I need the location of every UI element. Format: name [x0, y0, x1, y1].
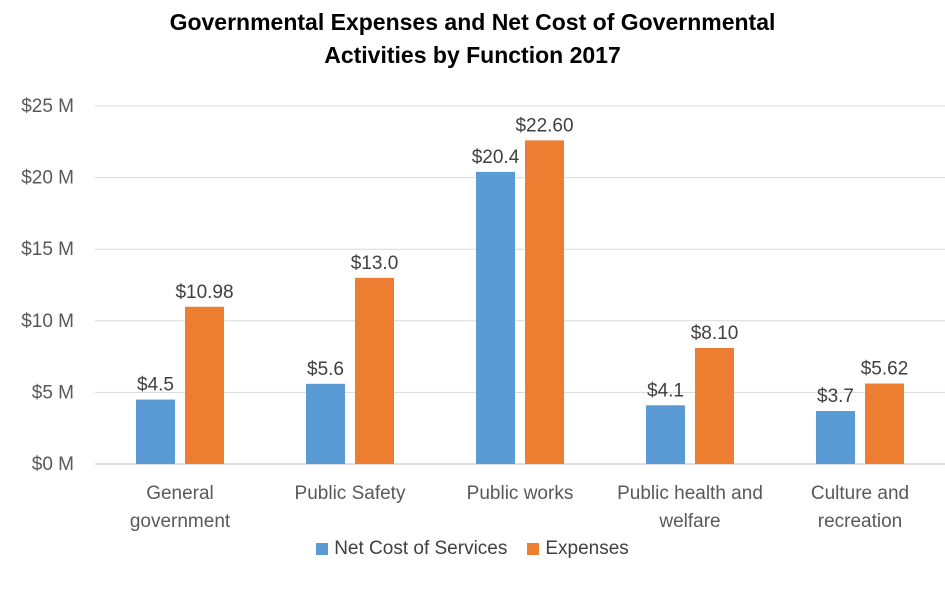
- legend-label-expenses: Expenses: [545, 538, 629, 559]
- bar-net-cost: [476, 171, 515, 464]
- bar-net-cost: [816, 411, 855, 464]
- bar-expenses: [695, 348, 734, 464]
- bar-net-cost: [306, 383, 345, 464]
- data-label: $3.7: [817, 386, 854, 407]
- bars: [136, 140, 904, 465]
- y-tick-label: $15 M: [21, 239, 74, 260]
- data-label: $13.0: [351, 253, 399, 274]
- data-label: $4.1: [647, 380, 684, 401]
- data-label: $5.6: [307, 359, 344, 380]
- bar-expenses: [525, 140, 564, 465]
- bar-net-cost: [646, 405, 685, 464]
- data-label: $5.62: [861, 359, 909, 380]
- bar-net-cost: [136, 399, 175, 464]
- y-tick-label: $5 M: [32, 382, 74, 403]
- bar-expenses: [865, 383, 904, 464]
- legend-item-expenses: Expenses: [527, 538, 629, 560]
- y-axis: $0 M $5 M $10 M $15 M $20 M $25 M: [21, 96, 74, 475]
- y-tick-label: $10 M: [21, 311, 74, 332]
- data-labels: $4.5 $10.98 $5.6 $13.0 $20.4 $22.60 $4.1 $8.10 $…: [137, 115, 908, 407]
- legend: Net Cost of Services Expenses: [0, 538, 945, 560]
- x-tick-label: General: [146, 483, 214, 504]
- x-tick-label: recreation: [818, 511, 903, 532]
- chart-title-line-2: Activities by Function 2017: [324, 42, 621, 68]
- chart-title-line-1: Governmental Expenses and Net Cost of Go…: [169, 9, 776, 35]
- legend-swatch-net-cost: [316, 543, 329, 555]
- x-tick-label: Culture and: [811, 483, 909, 504]
- data-label: $10.98: [175, 282, 233, 303]
- y-tick-label: $25 M: [21, 96, 74, 117]
- y-tick-label: $0 M: [32, 454, 74, 475]
- x-tick-label: welfare: [658, 511, 720, 532]
- x-axis: General government Public Safety Public wor…: [130, 483, 909, 532]
- chart-title: Governmental Expenses and Net Cost of Go…: [0, 6, 945, 72]
- data-label: $8.10: [691, 323, 739, 344]
- gridlines: [95, 105, 945, 465]
- y-tick-label: $20 M: [21, 168, 74, 189]
- bar-expenses: [185, 306, 224, 464]
- legend-label-net-cost: Net Cost of Services: [334, 538, 508, 559]
- bar-expenses: [355, 277, 394, 464]
- x-tick-label: government: [130, 511, 231, 532]
- x-tick-label: Public Safety: [295, 483, 406, 504]
- x-tick-label: Public works: [467, 483, 574, 504]
- data-label: $4.5: [137, 375, 174, 396]
- legend-item-net-cost: Net Cost of Services: [316, 538, 507, 560]
- x-tick-label: Public health and: [617, 483, 763, 504]
- data-label: $20.4: [472, 147, 520, 168]
- legend-swatch-expenses: [527, 543, 540, 555]
- data-label: $22.60: [515, 115, 573, 136]
